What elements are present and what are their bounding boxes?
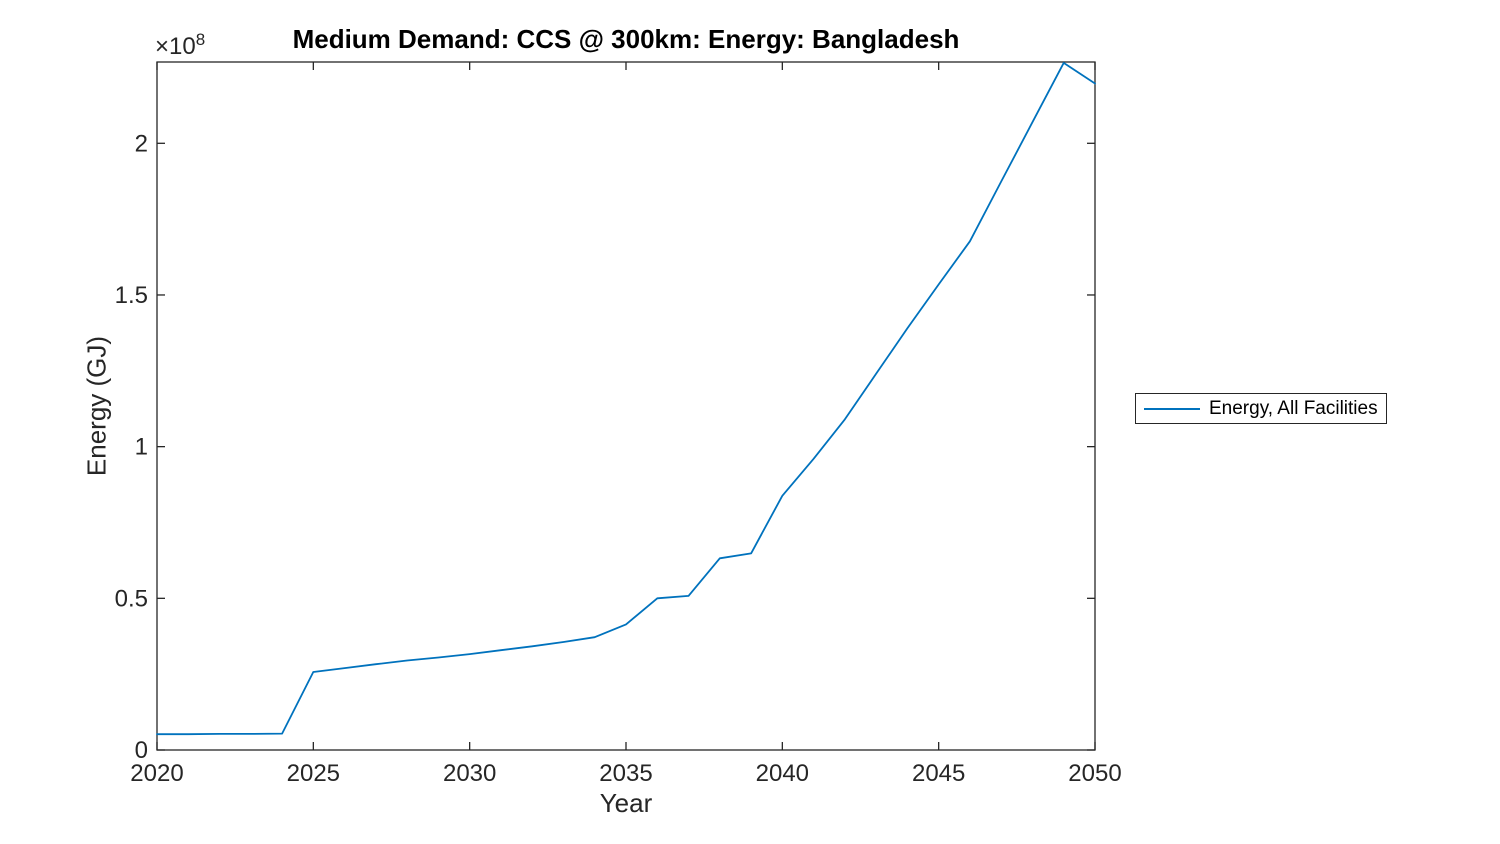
legend-label: Energy, All Facilities — [1209, 397, 1378, 419]
y-axis-label: Energy (GJ) — [81, 335, 112, 477]
x-axis-label: Year — [599, 788, 653, 818]
y-axis-multiplier: ×108 — [155, 30, 206, 61]
x-tick-label: 2050 — [1068, 760, 1121, 787]
x-tick-label: 2040 — [756, 760, 809, 787]
y-tick-label: 2 — [135, 130, 148, 157]
x-tick-label: 2045 — [912, 760, 965, 787]
legend: Energy, All Facilities — [1135, 393, 1387, 424]
y-axis-multiplier-base: ×10 — [155, 33, 196, 60]
y-tick-label: 0.5 — [115, 585, 148, 612]
y-tick-label: 0 — [135, 737, 148, 764]
legend-line-sample-icon — [1144, 407, 1200, 410]
y-tick-label: 1.5 — [115, 282, 148, 309]
chart-title: Medium Demand: CCS @ 300km: Energy: Bang… — [292, 24, 960, 54]
x-tick-label: 2035 — [599, 760, 652, 787]
y-axis-multiplier-exponent: 8 — [195, 30, 206, 49]
plot-frame — [156, 61, 1096, 751]
x-tick-label: 2025 — [287, 760, 340, 787]
x-tick-label: 2030 — [443, 760, 496, 787]
energy-line-series — [156, 62, 1096, 736]
y-tick-label: 1 — [135, 434, 148, 461]
x-tick-label: 2020 — [130, 760, 183, 787]
